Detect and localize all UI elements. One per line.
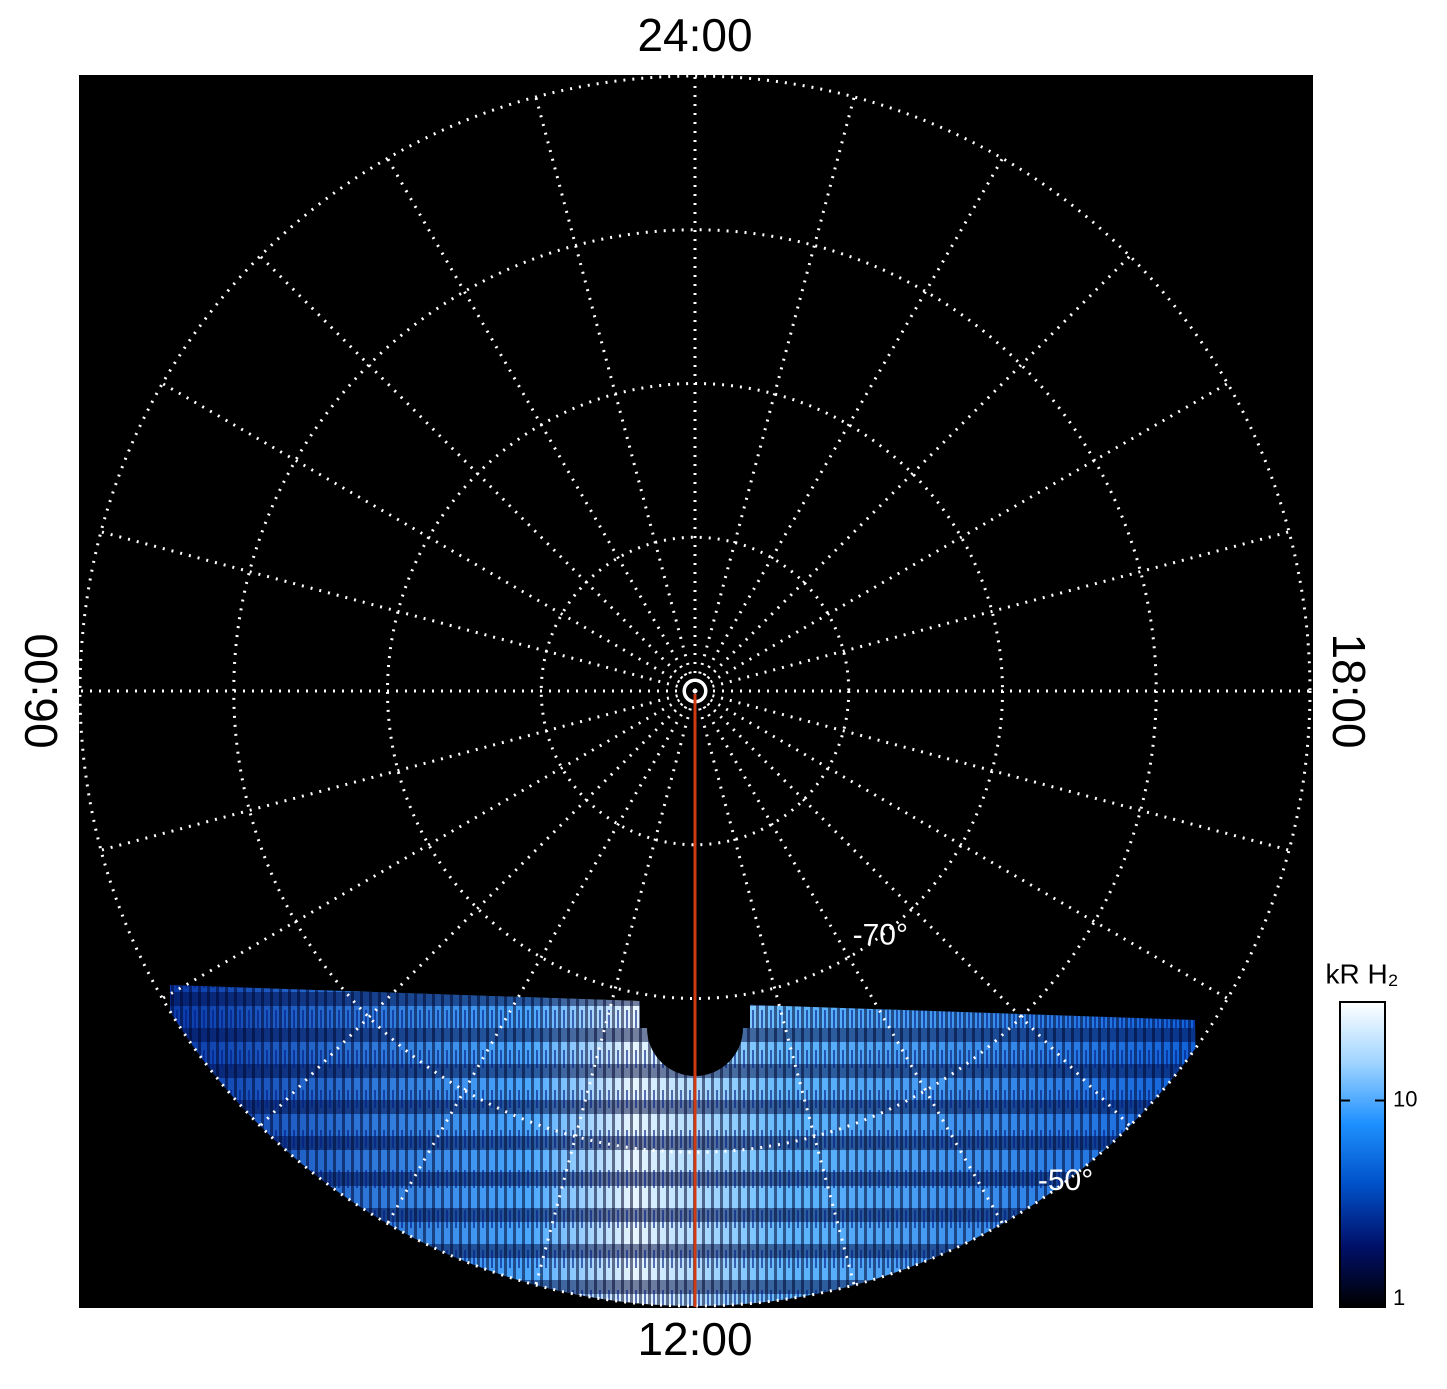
- grid-spoke: [161, 382, 696, 693]
- grid-spoke: [386, 157, 697, 692]
- grid-spoke: [693, 157, 1004, 692]
- grid-spoke: [534, 690, 697, 1286]
- grid-spoke: [693, 690, 1004, 1225]
- colorbar-tick-label: 10: [1393, 1086, 1417, 1111]
- colorbar-label: kR H₂: [1325, 958, 1398, 989]
- grid-spoke: [386, 690, 697, 1225]
- grid-spoke: [693, 96, 856, 692]
- r-tick-label: -70°: [853, 918, 908, 951]
- theta-tick-label: 18:00: [1323, 633, 1375, 748]
- grid-spoke: [161, 689, 696, 1000]
- r-tick-label: -50°: [1038, 1164, 1093, 1197]
- grid-spoke: [259, 689, 697, 1127]
- theta-tick-label: 06:00: [15, 633, 67, 748]
- grid-spoke: [693, 255, 1131, 693]
- colorbar-tick-label: 1: [1393, 1285, 1405, 1310]
- grid-spoke: [694, 689, 1229, 1000]
- grid-spoke: [694, 382, 1229, 693]
- grid-spoke: [100, 530, 696, 693]
- aurora-image: [170, 980, 1200, 1306]
- grid-spoke: [694, 530, 1290, 693]
- grid-circle: [232, 228, 1158, 1154]
- grid-circle: [78, 74, 1312, 1308]
- theta-tick-label: 24:00: [637, 9, 752, 61]
- grid-spoke: [693, 689, 1131, 1127]
- grid-spoke: [694, 689, 1290, 852]
- grid-spoke: [259, 255, 697, 693]
- colorbar: [1339, 1001, 1386, 1308]
- grid-spoke: [534, 96, 697, 692]
- theta-tick-label: 12:00: [637, 1313, 752, 1365]
- grid-spoke: [100, 689, 696, 852]
- grid-spoke: [693, 690, 856, 1286]
